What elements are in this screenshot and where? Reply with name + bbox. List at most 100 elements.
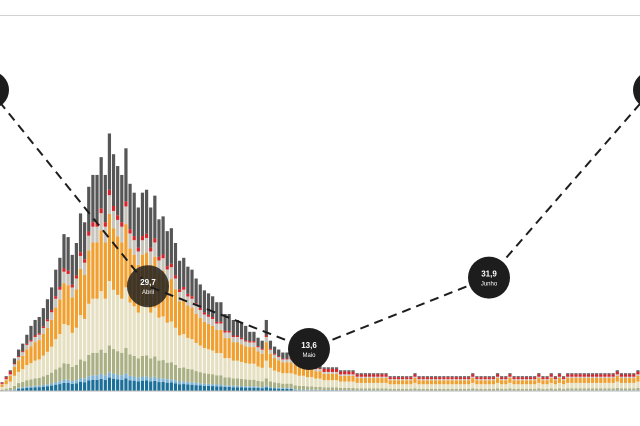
bar-segment-101-5	[413, 378, 417, 383]
bar-segment-46-2	[186, 381, 190, 385]
bar-segment-27-4	[107, 281, 112, 346]
bar-segment-63-3	[256, 380, 260, 387]
bar-segment-103-5	[421, 380, 425, 385]
bar-segment-122-3	[500, 388, 504, 391]
bar-segment-10-1	[37, 387, 41, 391]
bar-segment-55-7	[223, 330, 227, 333]
bar-segment-24-4	[95, 298, 99, 353]
bar-segment-150-6	[615, 374, 619, 376]
bar-segment-13-3	[50, 372, 54, 384]
bar-segment-72-4	[293, 374, 297, 386]
bar-segment-33-6	[132, 240, 136, 255]
bar-segment-75-3	[306, 386, 310, 390]
bar-segment-97-6	[396, 379, 401, 381]
bar-segment-82-4	[334, 380, 339, 388]
bar-segment-11-1	[41, 386, 45, 391]
bar-segment-98-8	[400, 376, 405, 378]
bar-segment-48-6	[194, 305, 198, 314]
bar-segment-96-4	[392, 384, 396, 389]
bar-segment-135-5	[553, 380, 557, 385]
bar-segment-51-2	[206, 383, 211, 386]
bar-segment-24-3	[95, 352, 99, 376]
bar-segment-113-7	[462, 377, 467, 380]
bar-segment-125-4	[512, 384, 516, 389]
bar-segment-128-4	[524, 384, 529, 389]
bar-segment-12-6	[45, 321, 50, 328]
bar-segment-43-7	[173, 275, 178, 279]
bar-segment-141-8	[578, 373, 582, 375]
bar-segment-153-5	[628, 378, 632, 383]
bar-segment-20-1	[78, 381, 83, 391]
bar-segment-49-2	[198, 383, 202, 386]
bar-segment-88-7	[359, 374, 363, 377]
bar-segment-59-5	[239, 344, 244, 362]
bar-segment-61-2	[248, 386, 252, 388]
bar-segment-73-2	[297, 389, 301, 391]
bar-segment-70-7	[285, 358, 289, 360]
bar-segment-69-7	[281, 358, 285, 360]
bar-segment-11-8	[41, 308, 45, 327]
bar-segment-103-8	[421, 376, 425, 378]
bar-segment-63-8	[256, 337, 260, 347]
bar-segment-10-5	[37, 340, 41, 360]
bar-segment-33-2	[132, 376, 136, 381]
bar-segment-152-4	[623, 382, 628, 389]
bar-segment-57-6	[231, 336, 235, 343]
bar-segment-78-6	[318, 369, 322, 372]
bar-segment-61-3	[248, 379, 252, 387]
bar-segment-111-5	[454, 380, 458, 385]
bar-segment-40-1	[161, 381, 165, 391]
bar-segment-54-6	[219, 323, 223, 330]
bar-segment-146-4	[599, 382, 603, 389]
bar-segment-127-5	[520, 380, 524, 385]
bar-segment-139-7	[570, 374, 574, 377]
bar-segment-43-4	[173, 327, 178, 365]
bar-segment-142-7	[582, 374, 586, 377]
bar-segment-54-4	[219, 353, 223, 376]
bar-segment-27-5	[107, 213, 112, 282]
bar-segment-134-5	[549, 378, 553, 383]
bar-segment-27-8	[107, 133, 112, 190]
marker-value-maio: 13,6	[301, 341, 317, 350]
bar-segment-8-6	[29, 341, 33, 347]
bar-segment-116-6	[475, 379, 479, 381]
bar-segment-152-5	[623, 378, 628, 383]
bar-segment-94-8	[384, 373, 388, 375]
bar-segment-69-5	[281, 362, 285, 374]
bar-segment-22-2	[87, 376, 91, 381]
bar-segment-136-7	[557, 374, 562, 377]
bar-segment-11-4	[41, 355, 45, 377]
bar-segment-92-5	[376, 378, 380, 383]
bar-segment-94-7	[384, 374, 388, 377]
bar-segment-117-3	[479, 388, 483, 391]
bar-segment-106-6	[434, 379, 438, 381]
bar-segment-133-7	[545, 377, 549, 380]
bar-segment-141-7	[578, 374, 582, 377]
bar-segment-31-7	[124, 201, 128, 207]
bar-segment-109-6	[446, 379, 450, 381]
bar-segment-95-6	[388, 379, 392, 381]
bar-segment-18-1	[70, 383, 74, 391]
bar-segment-152-3	[623, 388, 628, 391]
bar-segment-56-6	[227, 332, 231, 339]
bar-segment-98-5	[400, 380, 405, 385]
bar-segment-21-4	[83, 318, 87, 362]
bar-segment-105-6	[429, 379, 434, 381]
bar-segment-29-4	[116, 294, 120, 352]
bar-segment-112-4	[458, 384, 462, 389]
bar-segment-64-6	[260, 349, 264, 354]
bar-segment-20-2	[78, 378, 83, 382]
bar-segment-65-3	[264, 378, 268, 386]
bar-segment-98-4	[400, 384, 405, 389]
bar-segment-118-5	[483, 380, 487, 385]
bar-segment-20-3	[78, 359, 83, 379]
bar-segment-115-6	[471, 376, 475, 379]
bar-segment-6-1	[21, 388, 25, 391]
bar-segment-46-3	[186, 368, 190, 382]
bar-segment-38-4	[153, 307, 157, 357]
bar-segment-107-8	[438, 376, 442, 378]
marker-março	[0, 73, 9, 107]
bar-segment-14-5	[54, 307, 58, 340]
bar-segment-58-6	[235, 336, 240, 343]
bar-segment-132-5	[541, 380, 545, 385]
